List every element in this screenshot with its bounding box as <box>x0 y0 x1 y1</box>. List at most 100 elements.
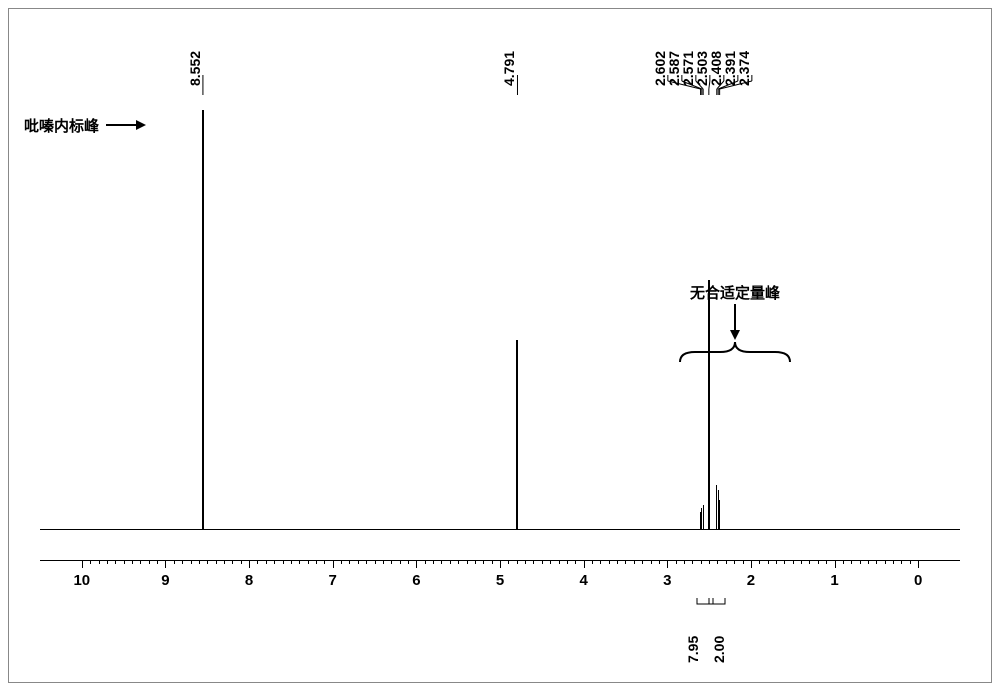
peak-label: 4.791 <box>501 51 517 86</box>
peak-label-connector <box>0 0 1000 100</box>
minor-tick <box>216 560 217 564</box>
minor-tick <box>341 560 342 564</box>
minor-tick <box>433 560 434 564</box>
minor-tick <box>567 560 568 564</box>
minor-tick <box>542 560 543 564</box>
integral-value: 7.95 <box>685 636 701 663</box>
minor-tick <box>609 560 610 564</box>
annotation-right-text: 无合适定量峰 <box>690 285 780 302</box>
peak-label: 2.374 <box>736 51 752 86</box>
minor-tick <box>425 560 426 564</box>
nmr-spectrum-figure: 8.5524.7912.6022.5872.5712.5032.4082.391… <box>0 0 1000 691</box>
annotation-left-text: 吡嗪内标峰 <box>24 118 99 135</box>
minor-tick <box>860 560 861 564</box>
minor-tick <box>617 560 618 564</box>
minor-tick <box>316 560 317 564</box>
tick-label: 4 <box>579 572 587 589</box>
minor-tick <box>107 560 108 564</box>
minor-tick <box>734 560 735 564</box>
minor-tick <box>232 560 233 564</box>
minor-tick <box>843 560 844 564</box>
major-tick <box>584 560 585 568</box>
minor-tick <box>191 560 192 564</box>
peak-label-connector <box>0 0 1000 100</box>
peak-label-connector <box>0 0 1000 100</box>
minor-tick <box>149 560 150 564</box>
minor-tick <box>90 560 91 564</box>
tick-label: 0 <box>914 572 922 589</box>
minor-tick <box>517 560 518 564</box>
minor-tick <box>768 560 769 564</box>
minor-tick <box>659 560 660 564</box>
minor-tick <box>634 560 635 564</box>
brace-icon <box>680 342 790 364</box>
tick-label: 3 <box>663 572 671 589</box>
minor-tick <box>400 560 401 564</box>
minor-tick <box>241 560 242 564</box>
peak-label: 8.552 <box>187 51 203 86</box>
minor-tick <box>483 560 484 564</box>
tick-label: 6 <box>412 572 420 589</box>
minor-tick <box>692 560 693 564</box>
minor-tick <box>809 560 810 564</box>
minor-tick <box>358 560 359 564</box>
minor-tick <box>600 560 601 564</box>
major-tick <box>751 560 752 568</box>
minor-tick <box>224 560 225 564</box>
minor-tick <box>257 560 258 564</box>
minor-tick <box>475 560 476 564</box>
minor-tick <box>450 560 451 564</box>
peak-label-connector <box>0 0 1000 100</box>
arrow-down-icon <box>728 304 742 340</box>
minor-tick <box>132 560 133 564</box>
minor-tick <box>182 560 183 564</box>
minor-tick <box>793 560 794 564</box>
peak <box>708 280 710 530</box>
minor-tick <box>709 560 710 564</box>
tick-label: 10 <box>73 572 90 589</box>
minor-tick <box>375 560 376 564</box>
minor-tick <box>550 560 551 564</box>
minor-tick <box>124 560 125 564</box>
major-tick <box>416 560 417 568</box>
peak-label-connector <box>0 0 1000 100</box>
minor-tick <box>99 560 100 564</box>
integral-bracket <box>709 598 725 608</box>
minor-tick <box>910 560 911 564</box>
minor-tick <box>684 560 685 564</box>
minor-tick <box>876 560 877 564</box>
tick-label: 2 <box>747 572 755 589</box>
plot-area <box>40 100 960 540</box>
minor-tick <box>868 560 869 564</box>
minor-tick <box>458 560 459 564</box>
peak <box>516 340 518 530</box>
minor-tick <box>901 560 902 564</box>
minor-tick <box>366 560 367 564</box>
minor-tick <box>467 560 468 564</box>
major-tick <box>249 560 250 568</box>
minor-tick <box>140 560 141 564</box>
minor-tick <box>575 560 576 564</box>
peak-label-connector <box>0 0 1000 100</box>
tick-label: 7 <box>329 572 337 589</box>
minor-tick <box>391 560 392 564</box>
minor-tick <box>199 560 200 564</box>
minor-tick <box>559 560 560 564</box>
minor-tick <box>642 560 643 564</box>
integral-value: 2.00 <box>711 636 727 663</box>
minor-tick <box>441 560 442 564</box>
tick-label: 1 <box>830 572 838 589</box>
minor-tick <box>174 560 175 564</box>
minor-tick <box>893 560 894 564</box>
major-tick <box>667 560 668 568</box>
minor-tick <box>157 560 158 564</box>
minor-tick <box>291 560 292 564</box>
minor-tick <box>885 560 886 564</box>
minor-tick <box>266 560 267 564</box>
major-tick <box>918 560 919 568</box>
peak <box>719 500 720 530</box>
tick-label: 9 <box>161 572 169 589</box>
minor-tick <box>801 560 802 564</box>
minor-tick <box>592 560 593 564</box>
minor-tick <box>525 560 526 564</box>
